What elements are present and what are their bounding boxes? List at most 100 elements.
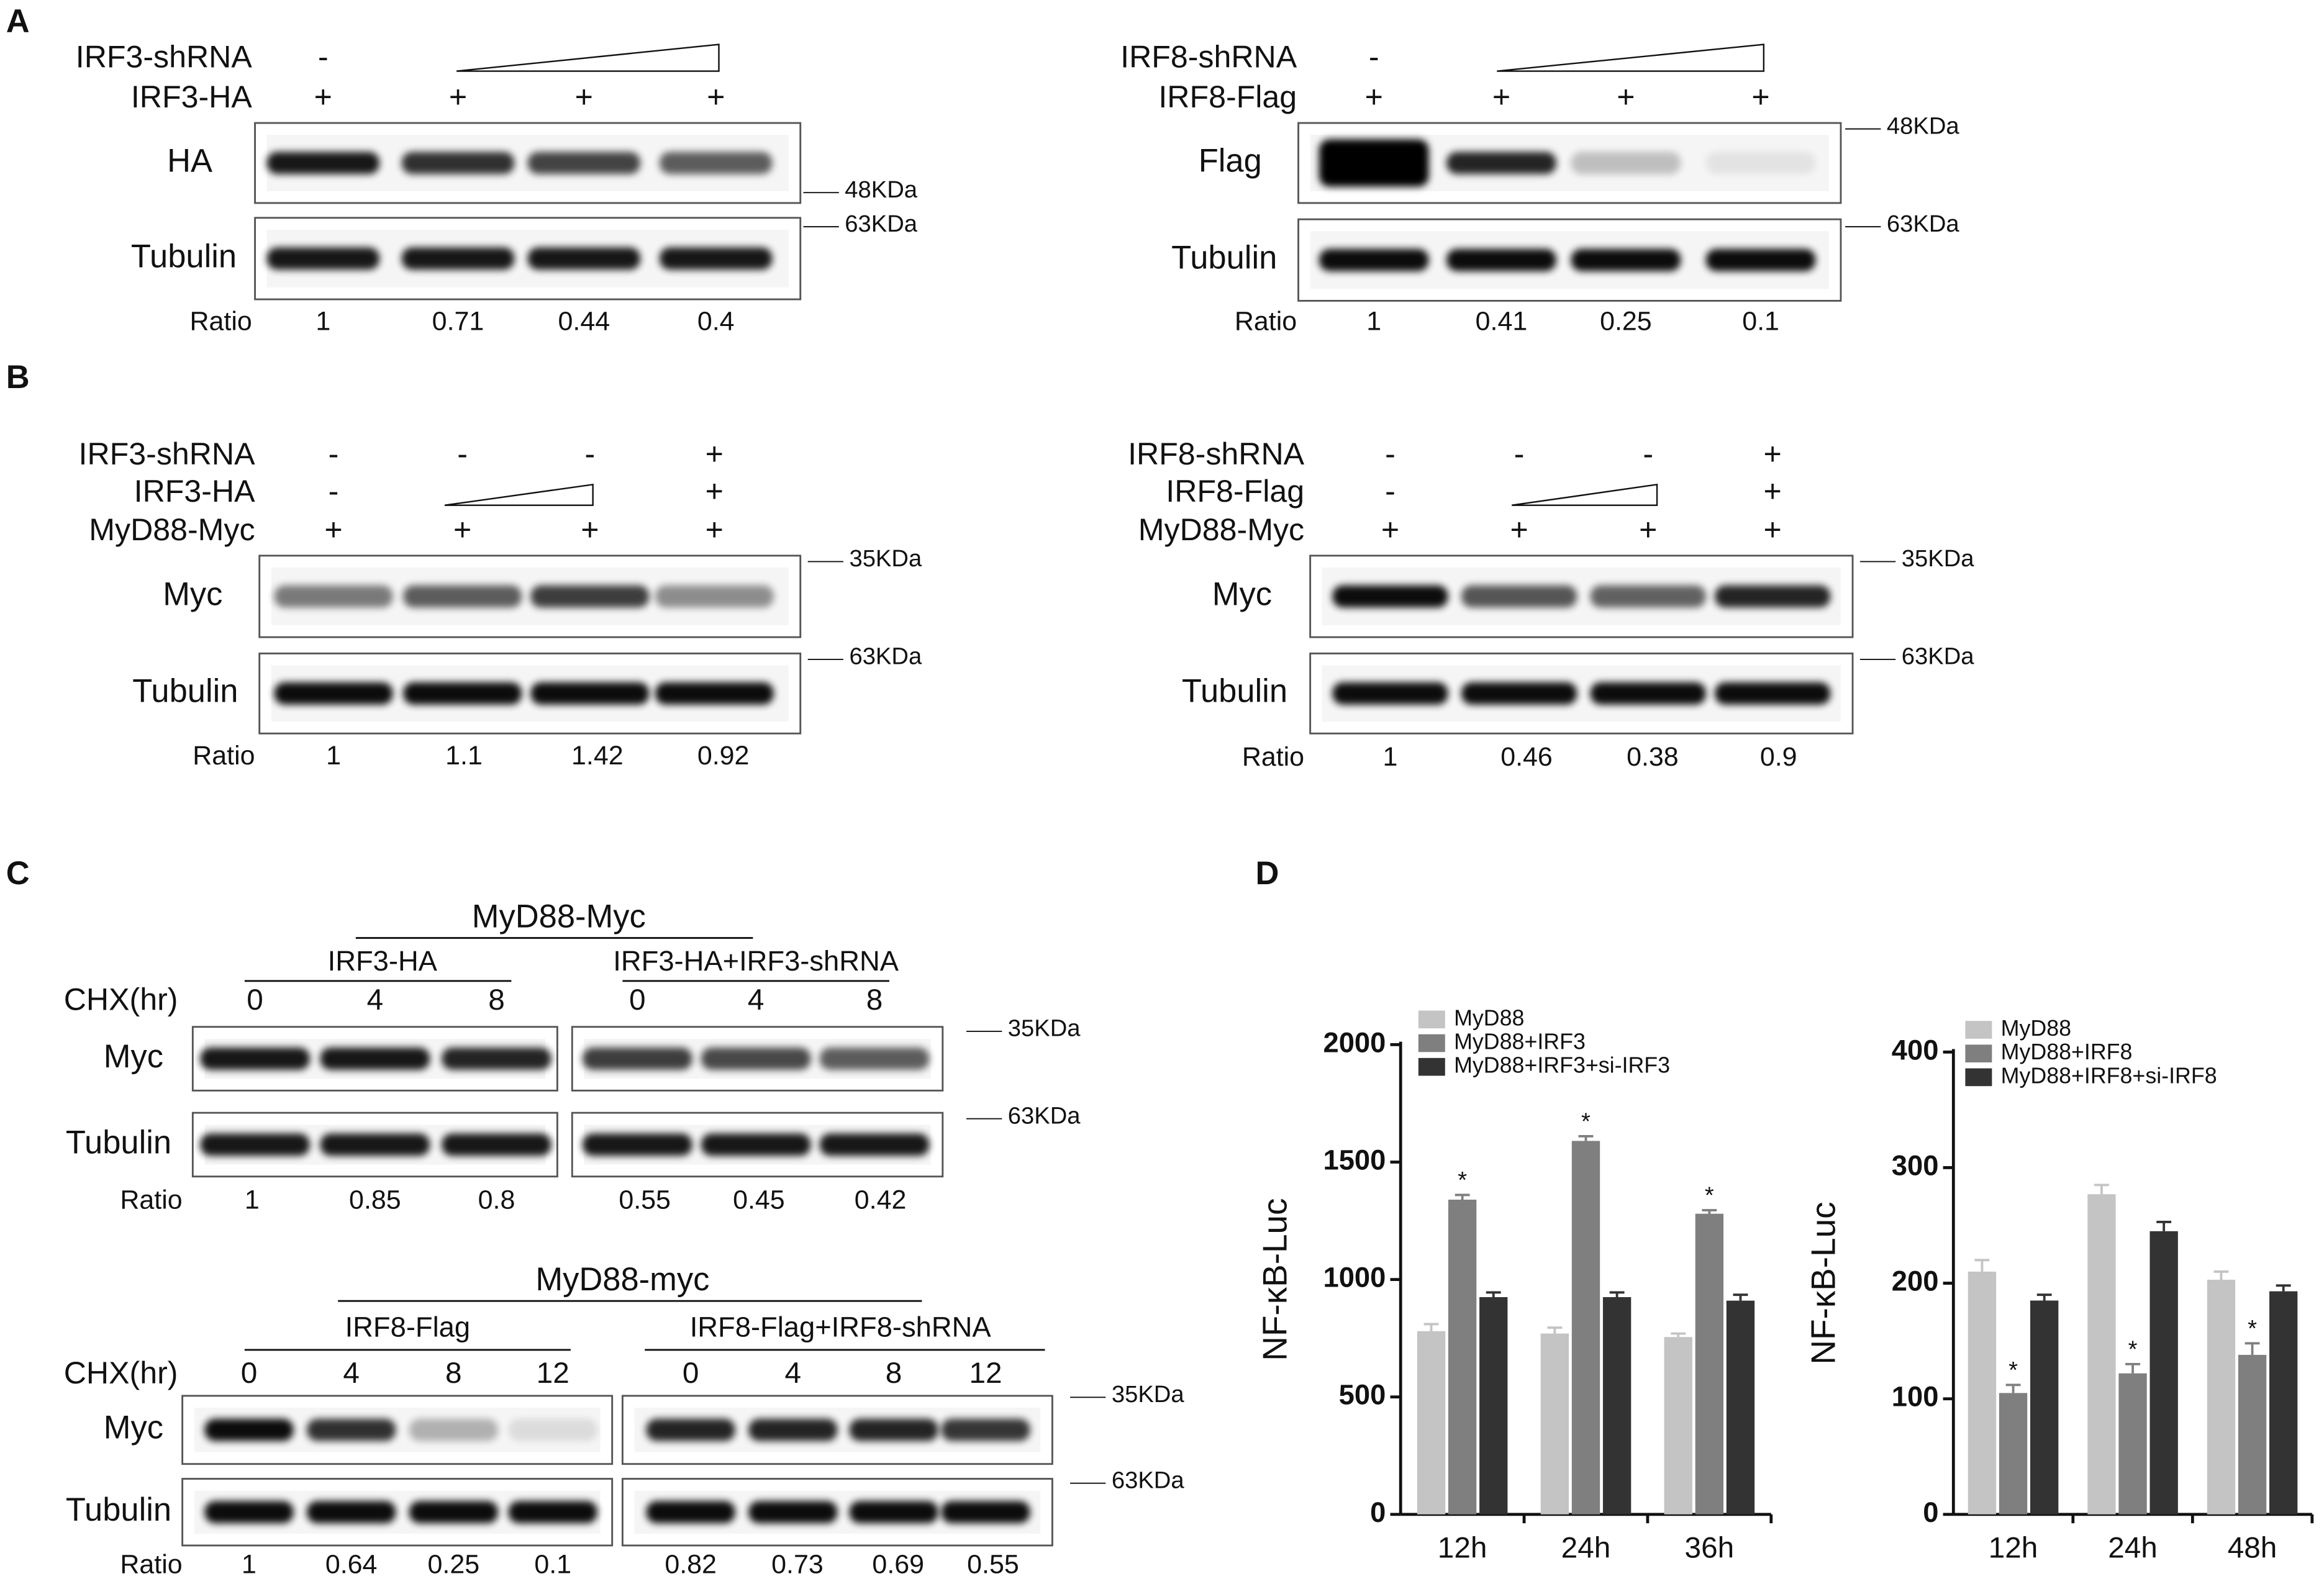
gel-label: Tubulin <box>1182 673 1287 710</box>
band <box>1332 682 1448 705</box>
ratio-value: 0.4 <box>697 307 735 337</box>
row-cell: - <box>1514 437 1525 471</box>
row-cell: + <box>449 79 467 114</box>
legend-swatch <box>1418 1034 1445 1052</box>
error-bar <box>1455 1193 1470 1200</box>
significance-marker: * <box>2009 1357 2018 1383</box>
ratio-value: 0.25 <box>1600 307 1652 337</box>
size-marker: 63KDa <box>1902 643 1974 670</box>
panel-label: B <box>6 359 30 396</box>
ratio-value: 0.69 <box>872 1550 924 1580</box>
panel-label: C <box>6 855 30 892</box>
bar <box>2118 1373 2147 1514</box>
ratio-value: 1 <box>1366 307 1381 337</box>
significance-marker: * <box>2248 1315 2257 1342</box>
gradient-triangle <box>1497 43 1765 72</box>
time-value: 8 <box>445 1357 462 1390</box>
group-label: IRF3-HA <box>328 945 438 977</box>
row-label: IRF3-shRNA <box>76 40 253 75</box>
band <box>819 1048 930 1070</box>
ratio-label: Ratio <box>120 1550 182 1580</box>
gradient-triangle <box>1512 483 1658 506</box>
size-marker: 48KDa <box>845 176 917 203</box>
legend-label: MyD88+IRF8 <box>2001 1039 2133 1064</box>
ratio-value: 0.64 <box>325 1550 378 1580</box>
band <box>819 1133 930 1156</box>
ratio-value: 0.46 <box>1500 742 1553 772</box>
time-value: 4 <box>343 1357 360 1390</box>
significance-marker: * <box>1581 1108 1591 1134</box>
band <box>1461 585 1577 608</box>
bar <box>1448 1200 1477 1514</box>
band <box>200 1048 310 1070</box>
bar <box>2269 1291 2298 1514</box>
row-cell: - <box>585 437 596 471</box>
bar <box>1540 1333 1569 1514</box>
ratio-value: 1.42 <box>571 741 624 771</box>
size-marker: 48KDa <box>1887 112 1959 139</box>
gel-label: Flag <box>1199 142 1262 179</box>
ratio-value: 0.25 <box>428 1550 480 1580</box>
error-bar <box>1733 1293 1748 1301</box>
row-cell: - <box>457 437 468 471</box>
ratio-value: 0.55 <box>967 1550 1019 1580</box>
legend-swatch <box>1418 1010 1445 1029</box>
band <box>1446 248 1556 271</box>
bar <box>1602 1297 1632 1514</box>
band <box>849 1418 938 1441</box>
band <box>1319 248 1429 271</box>
gradient-triangle <box>444 483 594 506</box>
gel-label: Tubulin <box>66 1124 171 1161</box>
band <box>582 1133 692 1156</box>
gel-label: Myc <box>104 1410 163 1446</box>
y-tick-label: 2000 <box>1323 1026 1386 1058</box>
band <box>748 1501 838 1524</box>
gel-label: Tubulin <box>131 238 237 274</box>
row-cell: + <box>1751 79 1769 114</box>
band <box>442 1133 551 1156</box>
band <box>1705 152 1816 174</box>
ratio-value: 0.41 <box>1476 307 1528 337</box>
legend-swatch <box>1965 1021 1992 1039</box>
band <box>660 152 773 174</box>
band <box>1571 152 1681 174</box>
time-label: CHX(hr) <box>64 982 178 1016</box>
band <box>1571 248 1681 271</box>
bar <box>1999 1393 2028 1514</box>
row-cell: + <box>1492 79 1510 114</box>
y-tick-label: 200 <box>1892 1265 1939 1297</box>
bar <box>2149 1231 2178 1514</box>
band <box>849 1501 938 1524</box>
ratio-value: 1 <box>315 307 330 337</box>
y-axis-label: NF-κB-Luc <box>1256 1198 1294 1360</box>
row-cell: + <box>324 512 342 547</box>
size-marker: 35KDa <box>1112 1381 1184 1408</box>
x-tick-label: 24h <box>2108 1532 2158 1565</box>
gel-label: Tubulin <box>66 1491 171 1528</box>
legend-label: MyD88+IRF3+si-IRF3 <box>1454 1053 1670 1078</box>
time-value: 0 <box>629 984 646 1016</box>
error-bar <box>2125 1362 2140 1374</box>
ratio-label: Ratio <box>193 741 255 771</box>
size-marker: 35KDa <box>849 545 922 572</box>
error-bar <box>2156 1221 2172 1231</box>
row-cell: + <box>1639 512 1657 547</box>
y-tick-label: 1500 <box>1323 1144 1386 1175</box>
error-bar <box>2213 1270 2229 1280</box>
error-bar <box>1423 1323 1439 1331</box>
size-marker: 35KDa <box>1008 1015 1081 1042</box>
row-cell: + <box>1764 474 1782 509</box>
error-bar <box>1547 1326 1563 1334</box>
band <box>1590 585 1706 608</box>
ratio-value: 0.55 <box>619 1185 671 1215</box>
time-value: 8 <box>866 984 883 1016</box>
time-value: 0 <box>247 984 263 1016</box>
row-cell: - <box>1643 437 1653 471</box>
size-marker: 63KDa <box>1008 1102 1081 1129</box>
y-tick-label: 400 <box>1892 1034 1939 1066</box>
group-label: IRF3-HA+IRF3-shRNA <box>613 945 899 977</box>
x-tick-label: 36h <box>1685 1532 1735 1565</box>
band <box>1590 682 1706 705</box>
row-cell: + <box>581 512 599 547</box>
